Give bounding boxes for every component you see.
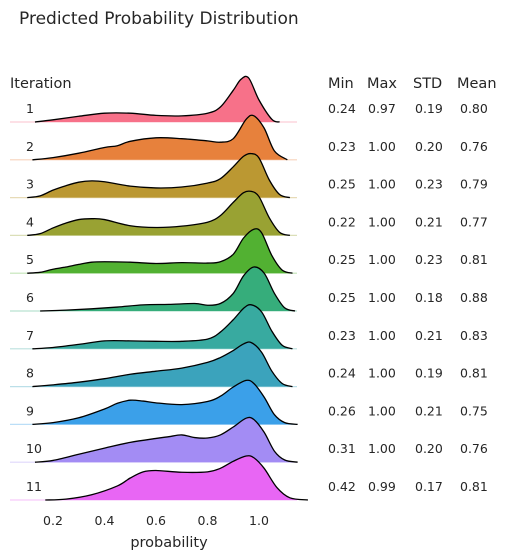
ridge-outline (34, 75, 280, 123)
stat-mean: 0.83 (460, 328, 488, 343)
ridge-area (40, 266, 296, 311)
row-header: Iteration (10, 76, 72, 92)
stat-max: 1.00 (368, 441, 396, 456)
ridge-label: 8 (26, 366, 34, 381)
ridge-outline (32, 379, 298, 426)
stat-min: 0.24 (328, 366, 356, 381)
ridge-label: 3 (26, 177, 34, 192)
stat-mean: 0.81 (460, 252, 488, 267)
stat-std: 0.17 (415, 479, 443, 494)
stat-mean: 0.81 (460, 366, 488, 381)
stat-header-std: STD (413, 76, 442, 92)
stat-std: 0.19 (415, 366, 443, 381)
x-tick-label: 0.6 (146, 513, 166, 528)
stat-max: 1.00 (368, 366, 396, 381)
stat-min: 0.25 (328, 177, 356, 192)
ridge-10: 10 0.31 1.00 0.20 0.76 (10, 416, 488, 463)
ridge-outline (45, 455, 309, 501)
ridge-area (34, 417, 298, 463)
stat-std: 0.23 (415, 252, 443, 267)
ridge-label: 6 (26, 290, 34, 305)
stat-max: 1.00 (368, 139, 396, 154)
stat-max: 1.00 (368, 252, 396, 267)
stat-min: 0.25 (328, 252, 356, 267)
stat-std: 0.20 (415, 139, 443, 154)
ridge-label: 10 (26, 441, 42, 456)
stat-header-mean: Mean (457, 76, 497, 92)
stat-mean: 0.79 (460, 177, 488, 192)
stat-mean: 0.80 (460, 101, 488, 116)
ridge-outline (32, 304, 293, 350)
ridge-9: 9 0.26 1.00 0.21 0.75 (10, 379, 488, 426)
stat-min: 0.42 (328, 479, 356, 494)
ridge-label: 5 (26, 252, 34, 267)
ridge-1: 1 0.24 0.97 0.19 0.80 (10, 75, 488, 123)
x-tick-label: 0.4 (95, 513, 115, 528)
ridge-label: 11 (26, 479, 42, 494)
ridge-outline (32, 114, 288, 161)
x-axis-label: probability (130, 535, 208, 551)
stat-min: 0.25 (328, 290, 356, 305)
ridge-label: 7 (26, 328, 34, 343)
ridge-area (32, 380, 298, 425)
stat-mean: 0.75 (460, 403, 488, 418)
ridge-11: 11 0.42 0.99 0.17 0.81 (10, 455, 488, 501)
stat-min: 0.26 (328, 403, 356, 418)
ridge-label: 9 (26, 403, 34, 418)
stat-header-min: Min (328, 76, 354, 92)
ridge-8: 8 0.24 1.00 0.19 0.81 (10, 341, 488, 388)
x-axis-ticks: 0.2 0.4 0.6 0.8 1.0 (43, 513, 269, 528)
stat-std: 0.21 (415, 403, 443, 418)
stat-max: 1.00 (368, 214, 396, 229)
stat-std: 0.21 (415, 214, 443, 229)
stat-max: 1.00 (368, 328, 396, 343)
stat-max: 0.97 (368, 101, 396, 116)
ridge-area (27, 153, 290, 198)
stat-mean: 0.76 (460, 441, 488, 456)
stat-mean: 0.81 (460, 479, 488, 494)
ridge-area (32, 342, 293, 387)
ridge-label: 1 (26, 101, 34, 116)
x-tick-label: 0.8 (198, 513, 218, 528)
ridge-outline (40, 266, 296, 312)
ridge-area (32, 115, 288, 160)
stat-mean: 0.76 (460, 139, 488, 154)
x-tick-label: 1.0 (249, 513, 269, 528)
ridge-outline (27, 152, 291, 199)
ridge-7: 7 0.23 1.00 0.21 0.83 (10, 304, 488, 350)
ridge-4: 4 0.22 1.00 0.21 0.77 (10, 190, 488, 237)
stat-min: 0.23 (328, 328, 356, 343)
ridge-outline (27, 228, 293, 274)
stat-mean: 0.77 (460, 214, 488, 229)
x-tick-label: 0.2 (43, 513, 63, 528)
stat-std: 0.23 (415, 177, 443, 192)
stat-min: 0.23 (328, 139, 356, 154)
ridge-outline (32, 341, 293, 388)
stat-min: 0.31 (328, 441, 356, 456)
stat-max: 0.99 (368, 479, 396, 494)
stat-std: 0.18 (415, 290, 443, 305)
ridge-label: 2 (26, 139, 34, 154)
ridge-3: 3 0.25 1.00 0.23 0.79 (10, 152, 488, 199)
stat-max: 1.00 (368, 290, 396, 305)
ridge-area (32, 304, 293, 349)
stat-min: 0.24 (328, 101, 356, 116)
stat-mean: 0.88 (460, 290, 488, 305)
stat-std: 0.21 (415, 328, 443, 343)
chart-title: Predicted Probability Distribution (19, 9, 299, 29)
stat-std: 0.19 (415, 101, 443, 116)
stat-std: 0.20 (415, 441, 443, 456)
stat-max: 1.00 (368, 403, 396, 418)
stat-header-max: Max (367, 76, 397, 92)
ridge-area (27, 191, 290, 236)
ridge-label: 4 (26, 214, 34, 229)
stat-min: 0.22 (328, 214, 356, 229)
ridge-outline (34, 416, 298, 463)
ridges-group: 1 0.24 0.97 0.19 0.80 2 0.23 1.00 0.20 0.76 3 0.25 1… (10, 75, 488, 501)
ridge-6: 6 0.25 1.00 0.18 0.88 (10, 266, 488, 312)
stat-max: 1.00 (368, 177, 396, 192)
ridge-outline (27, 190, 291, 237)
ridge-area (34, 76, 280, 122)
